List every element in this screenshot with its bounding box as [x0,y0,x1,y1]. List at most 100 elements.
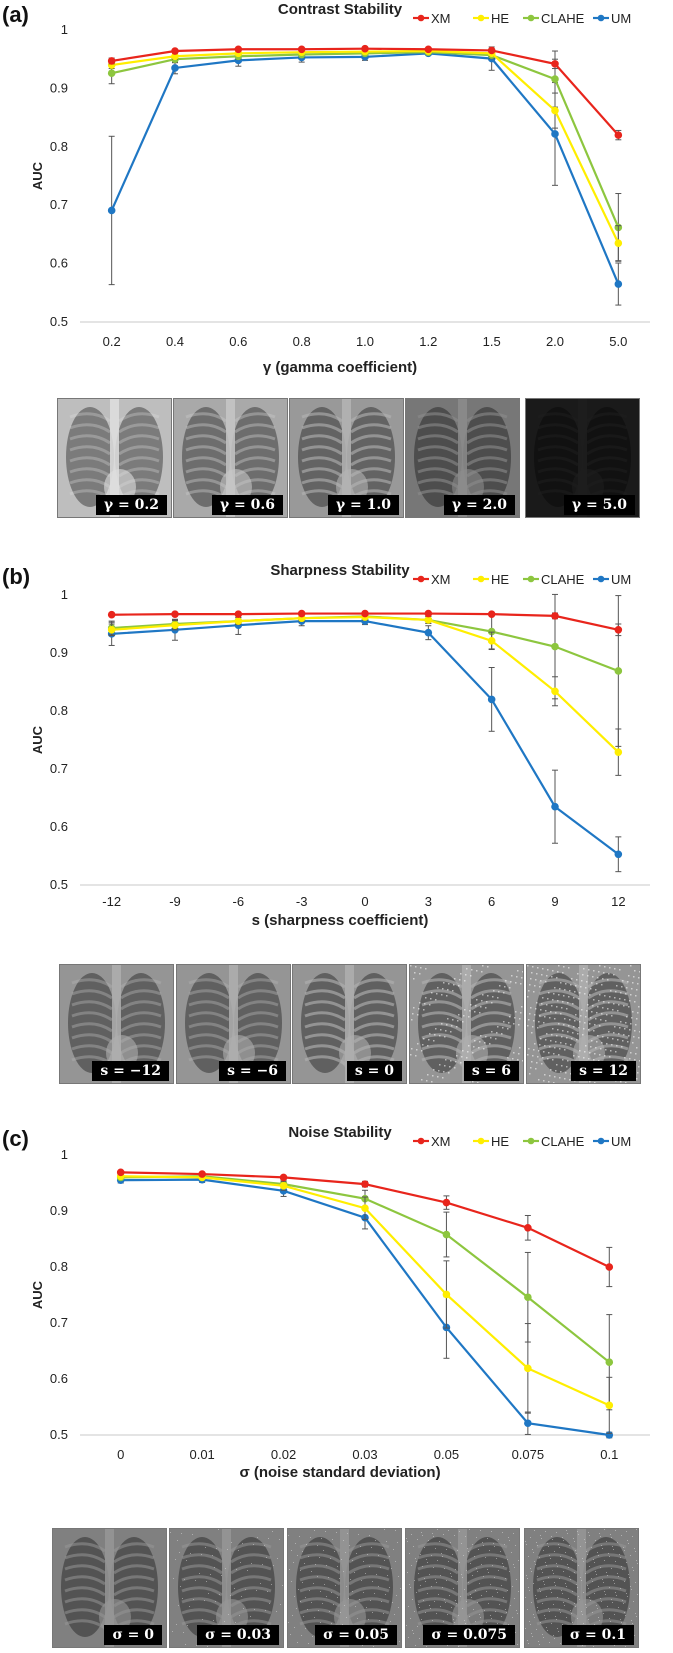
data-point-clahe [614,667,623,675]
data-point-he [171,621,179,629]
thumbnail-caption: s = −12 [92,1061,169,1081]
data-point-um [614,280,623,288]
legend-item-xm: XM [413,11,451,26]
data-point-xm [442,1198,451,1207]
x-tick-label: 0.01 [189,1447,214,1462]
data-point-he [361,1204,369,1213]
legend-label: XM [431,11,451,26]
data-point-clahe [442,1230,451,1239]
y-tick-label: 0.5 [50,877,68,892]
x-tick-label: 0.8 [293,334,311,349]
xray-thumbnail: γ = 1.0 [289,398,404,518]
legend-label: XM [431,572,451,587]
data-point-um [551,802,559,811]
xray-thumbnail: σ = 0 [52,1528,167,1648]
contrast-thumbnail-strip: γ = 0.2 γ = 0.6 γ = 1.0 γ = 2.0 γ = 5.0 [0,398,673,522]
data-point-he [524,1364,532,1373]
data-point-xm [297,609,306,618]
xray-thumbnail: γ = 0.2 [57,398,172,518]
data-point-he [614,748,623,756]
xray-thumbnail: s = 6 [409,964,524,1084]
y-tick-label: 0.7 [50,761,68,776]
data-point-clahe [551,642,559,651]
data-point-um [551,130,559,138]
legend-item-xm: XM [413,1134,451,1149]
legend-item-um: UM [593,572,631,587]
xray-thumbnail: s = 0 [292,964,407,1084]
y-tick-label: 0.6 [50,819,68,834]
x-tick-label: 0.2 [103,334,121,349]
y-tick-label: 0.9 [50,645,68,660]
data-point-xm [424,45,433,54]
y-tick-label: 0.6 [50,256,68,271]
x-tick-label: 0.03 [352,1447,377,1462]
data-point-xm [107,57,116,65]
data-point-xm [614,626,623,634]
data-point-clahe [524,1293,532,1302]
data-point-um [107,206,116,215]
chart-title: Sharpness Stability [270,562,410,579]
series-um [107,615,623,873]
xray-thumbnail: σ = 0.05 [287,1528,402,1648]
x-tick-label: -9 [169,894,181,909]
data-point-xm [487,610,496,618]
legend-item-he: HE [473,572,509,587]
thumbnail-caption: σ = 0.03 [197,1625,279,1645]
thumbnail-caption: s = 12 [571,1061,636,1081]
x-tick-label: 0.4 [166,334,184,349]
x-tick-label: 0.1 [600,1447,618,1462]
panel-label: (c) [2,1126,29,1151]
data-point-xm [487,46,496,55]
data-point-xm [171,610,179,618]
xray-thumbnail: σ = 0.075 [405,1528,520,1648]
data-point-he [614,239,623,247]
data-point-he [279,1182,288,1190]
series-um [107,46,623,306]
series-he [107,47,623,262]
data-point-xm [198,1170,206,1178]
xray-thumbnail: s = −12 [59,964,174,1084]
data-point-he [605,1401,614,1410]
y-tick-label: 0.5 [50,1427,68,1442]
x-tick-label: 0.075 [512,1447,545,1462]
data-point-xm [524,1224,532,1232]
legend-label: UM [611,11,631,26]
legend-item-clahe: CLAHE [523,11,585,26]
legend-label: UM [611,572,631,587]
xray-thumbnail: s = −6 [176,964,291,1084]
x-tick-label: 1.5 [483,334,501,349]
y-tick-label: 0.7 [50,1315,68,1330]
x-tick-label: 3 [425,894,432,909]
data-point-xm [234,45,243,54]
data-point-he [487,637,496,645]
x-tick-label: -3 [296,894,308,909]
data-point-xm [171,47,179,55]
series-line-um [111,619,619,856]
noise-thumbnail-strip: σ = 0 σ = 0.03 σ = 0.05 σ = 0.075 σ = 0.1 [0,1528,673,1652]
thumbnail-caption: s = 6 [463,1061,519,1081]
x-tick-label: 0 [361,894,368,909]
y-tick-label: 0.9 [50,1203,68,1218]
legend-item-he: HE [473,11,509,26]
thumbnail-caption: γ = 0.6 [211,495,283,515]
thumbnail-caption: σ = 0.1 [561,1625,634,1645]
legend-item-um: UM [593,1134,631,1149]
series-line-he [111,615,620,753]
series-line-um [110,52,620,285]
data-point-he [424,616,433,624]
series-line-he [111,49,620,244]
legend-label: HE [491,572,509,587]
xray-thumbnail: σ = 0.1 [524,1528,639,1648]
x-tick-label: -12 [102,894,121,909]
panel-label: (b) [2,564,30,589]
data-point-he [551,687,559,696]
data-point-xm [361,609,369,618]
y-axis-label: AUC [30,725,45,754]
xray-thumbnail: γ = 5.0 [525,398,640,518]
thumbnail-caption: γ = 1.0 [327,495,399,515]
y-tick-label: 1 [61,22,68,37]
data-point-xm [107,610,116,619]
xray-thumbnail: s = 12 [526,964,641,1084]
legend-item-he: HE [473,1134,509,1149]
series-he [107,613,623,776]
